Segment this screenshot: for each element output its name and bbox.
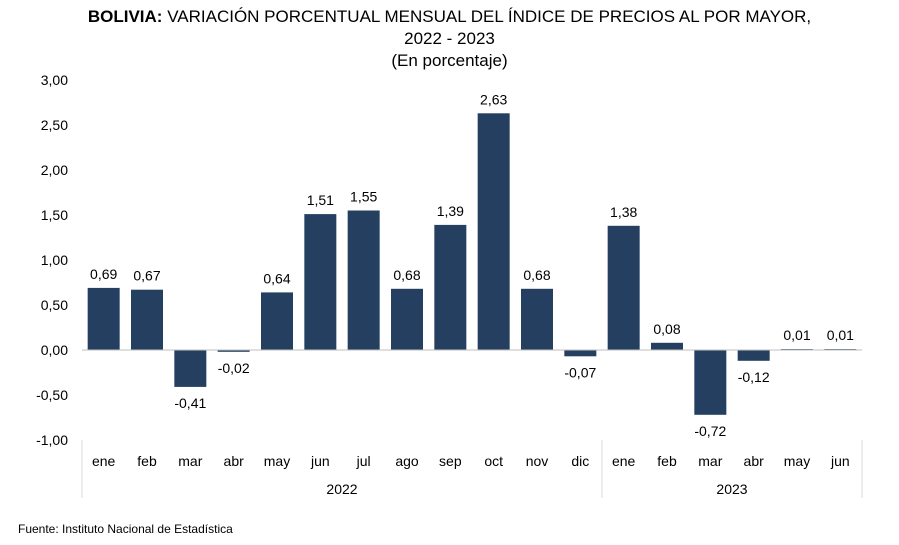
bar	[87, 287, 120, 350]
bar	[174, 350, 207, 387]
data-label: 1,55	[350, 189, 377, 205]
data-label: 1,38	[610, 204, 637, 220]
data-label: 0,08	[653, 321, 680, 337]
x-tick-label: abr	[744, 453, 765, 469]
bar	[651, 342, 683, 350]
group-label: 2023	[716, 481, 747, 497]
x-tick-label: sep	[439, 453, 462, 469]
y-tick-label: 1,50	[41, 207, 68, 223]
data-label: 0,68	[523, 267, 550, 283]
x-tick-label: feb	[657, 453, 677, 469]
x-tick-label: dic	[571, 453, 589, 469]
y-tick-label: 2,00	[41, 162, 68, 178]
data-label: 0,68	[393, 267, 420, 283]
data-label: -0,41	[174, 395, 206, 411]
bar	[607, 225, 640, 350]
data-label: -0,12	[738, 369, 770, 385]
title-bold: BOLIVIA:	[87, 7, 163, 26]
title-text: VARIACIÓN PORCENTUAL MENSUAL DEL ÍNDICE …	[167, 7, 812, 26]
data-label: 0,69	[90, 266, 117, 282]
bar	[521, 288, 553, 350]
data-label: 1,51	[307, 192, 334, 208]
x-tick-label: may	[264, 453, 290, 469]
x-tick-label: mar	[698, 453, 722, 469]
data-label: 2,63	[480, 91, 507, 107]
source-note: Fuente: Instituto Nacional de Estadístic…	[18, 522, 233, 536]
x-tick-label: abr	[224, 453, 245, 469]
data-label: -0,02	[218, 360, 250, 376]
y-tick-label: 1,00	[41, 252, 68, 268]
x-tick-label: ene	[612, 453, 636, 469]
bar	[131, 289, 163, 350]
bar	[391, 288, 423, 350]
y-tick-label: -1,00	[36, 432, 68, 448]
data-label: 0,01	[827, 327, 854, 343]
bar	[217, 350, 250, 352]
x-tick-label: nov	[526, 453, 549, 469]
x-tick-label: may	[784, 453, 810, 469]
x-tick-label: oct	[484, 453, 503, 469]
x-tick-label: feb	[137, 453, 157, 469]
x-tick-label: ago	[395, 453, 419, 469]
y-tick-label: 0,50	[41, 297, 68, 313]
x-tick-label: ene	[92, 453, 116, 469]
bar	[434, 224, 467, 350]
x-tick-label: jun	[310, 453, 330, 469]
bar	[261, 292, 293, 350]
chart-title: BOLIVIA: VARIACIÓN PORCENTUAL MENSUAL DE…	[0, 6, 899, 27]
y-tick-label: 0,00	[41, 342, 68, 358]
y-tick-label: 2,50	[41, 117, 68, 133]
bar	[737, 350, 770, 361]
data-label: 0,01	[783, 327, 810, 343]
bar	[694, 350, 727, 415]
chart-subtitle: (En porcentaje)	[391, 51, 508, 70]
data-label: 0,67	[133, 268, 160, 284]
bar	[347, 210, 380, 350]
bar	[564, 350, 597, 357]
data-label: 0,64	[263, 270, 290, 286]
x-tick-label: jul	[356, 453, 371, 469]
data-label: 1,39	[437, 203, 464, 219]
chart-title-years: 2022 - 2023	[404, 29, 495, 48]
x-tick-label: mar	[178, 453, 202, 469]
bar	[477, 113, 510, 350]
group-label: 2022	[326, 481, 357, 497]
x-tick-label: jun	[830, 453, 850, 469]
data-label: -0,72	[694, 423, 726, 439]
y-tick-label: -0,50	[36, 387, 68, 403]
data-label: -0,07	[564, 364, 596, 380]
y-tick-label: 3,00	[41, 72, 68, 88]
bar	[304, 214, 337, 350]
